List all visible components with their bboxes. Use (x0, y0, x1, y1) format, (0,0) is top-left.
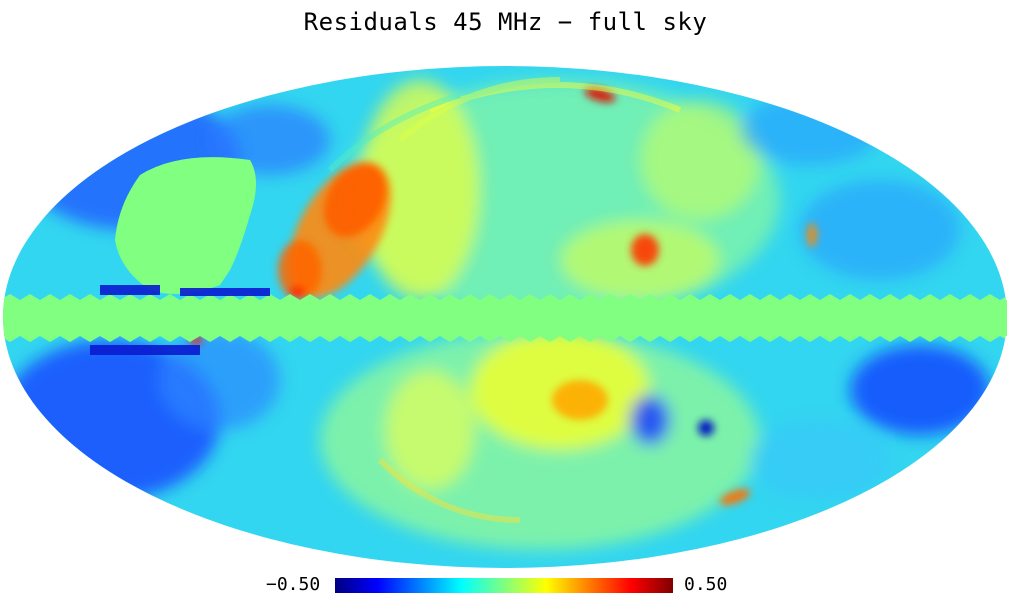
plot-title: Residuals 45 MHz − full sky (303, 8, 708, 36)
colorbar (335, 578, 673, 593)
colorbar-max-label: 0.50 (684, 574, 728, 595)
colorbar-min-label: −0.50 (266, 574, 321, 595)
